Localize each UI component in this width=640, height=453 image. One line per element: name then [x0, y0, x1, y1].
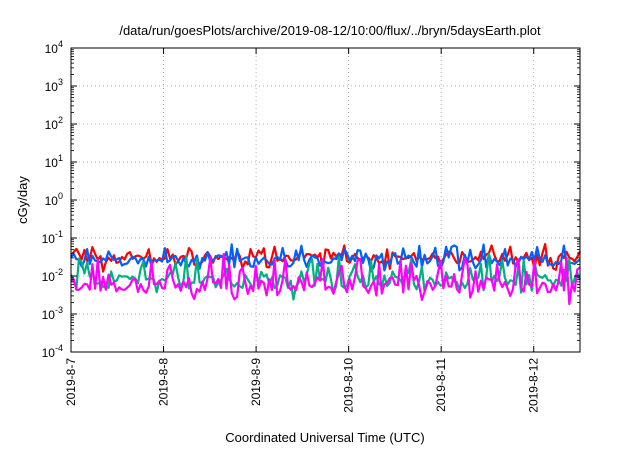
y-tick-label: 10-4 [42, 343, 63, 360]
y-axis-label: cGy/day [15, 176, 30, 224]
x-tick-label: 2019-8-7 [64, 358, 78, 406]
y-tick-label: 101 [45, 153, 63, 170]
x-axis: 2019-8-7 2019-8-8 2019-8-9 2019-8-10 2019-8-… [64, 48, 541, 413]
y-tick-label: 103 [45, 77, 63, 94]
x-tick-label: 2019-8-8 [157, 358, 171, 406]
x-tick-label: 2019-8-10 [342, 358, 356, 413]
y-tick-label: 10-1 [42, 229, 63, 246]
y-tick-label: 100 [45, 191, 63, 208]
y-tick-label: 102 [45, 115, 63, 132]
series-layer [70, 242, 582, 306]
series-line [70, 253, 581, 306]
x-axis-label: Coordinated Universal Time (UTC) [225, 430, 424, 445]
grid-lines [71, 48, 580, 352]
y-tick-label: 104 [45, 39, 63, 56]
y-axis: 10-4 10-3 10-2 10-1 100 101 102 103 104 [42, 39, 580, 360]
series-line [70, 243, 581, 273]
y-tick-label: 10-3 [42, 305, 63, 322]
x-tick-label: 2019-8-12 [527, 358, 541, 413]
y-tick-label: 10-2 [42, 267, 63, 284]
x-tick-label: 2019-8-11 [434, 358, 448, 412]
x-tick-label: 2019-8-9 [249, 358, 263, 406]
chart-title: /data/run/goesPlots/archive/2019-08-12/1… [119, 23, 541, 38]
